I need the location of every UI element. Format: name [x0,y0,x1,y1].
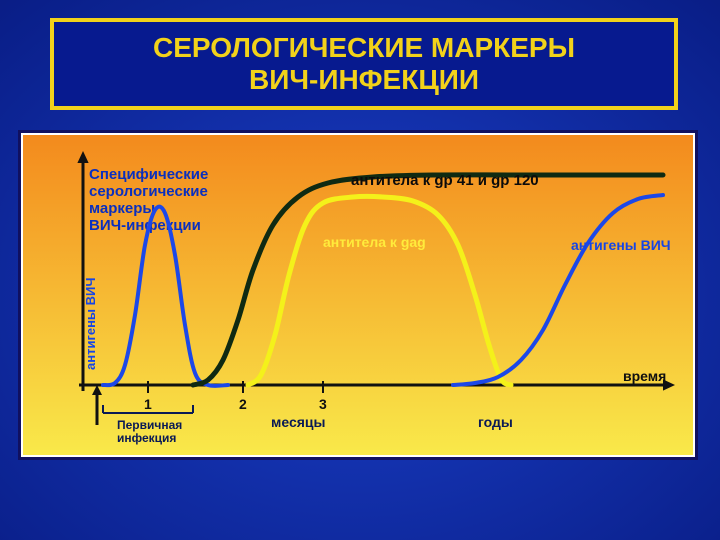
title-box: СЕРОЛОГИЧЕСКИЕ МАРКЕРЫ ВИЧ-ИНФЕКЦИИ [50,18,678,110]
primary-infection-label: инфекция [117,431,176,445]
x-tick-label: 3 [319,396,327,412]
title-line1: СЕРОЛОГИЧЕСКИЕ МАРКЕРЫ [153,32,575,63]
primary-infection-label: Первичная [117,418,182,432]
slide-root: СЕРОЛОГИЧЕСКИЕ МАРКЕРЫ ВИЧ-ИНФЕКЦИИ Спец… [0,0,720,540]
series-label: антитела к gag [323,234,426,250]
title-line2: ВИЧ-ИНФЕКЦИИ [249,64,479,95]
chart-subtitle-line: ВИЧ-инфекции [89,217,201,234]
x-axis-time-label: время [623,368,666,384]
x-tick-label: 2 [239,396,247,412]
y-axis-label: антигены ВИЧ [83,277,98,370]
x-segment-months: месяцы [271,414,325,430]
slide-title: СЕРОЛОГИЧЕСКИЕ МАРКЕРЫ ВИЧ-ИНФЕКЦИИ [153,32,575,96]
series-label: антитела к gp 41 и gp 120 [351,172,539,189]
chart-subtitle-line: Специфические [89,166,208,183]
series-label: антигены ВИЧ [571,237,671,253]
x-segment-years: годы [478,414,513,430]
chart-container: СпецифическиесерологическиемаркерыВИЧ-ин… [18,130,698,460]
chart-subtitle-line: маркеры [89,200,155,217]
chart-subtitle-line: серологические [89,183,208,200]
x-tick-label: 1 [144,396,152,412]
serology-chart: СпецифическиесерологическиемаркерыВИЧ-ин… [23,135,693,455]
